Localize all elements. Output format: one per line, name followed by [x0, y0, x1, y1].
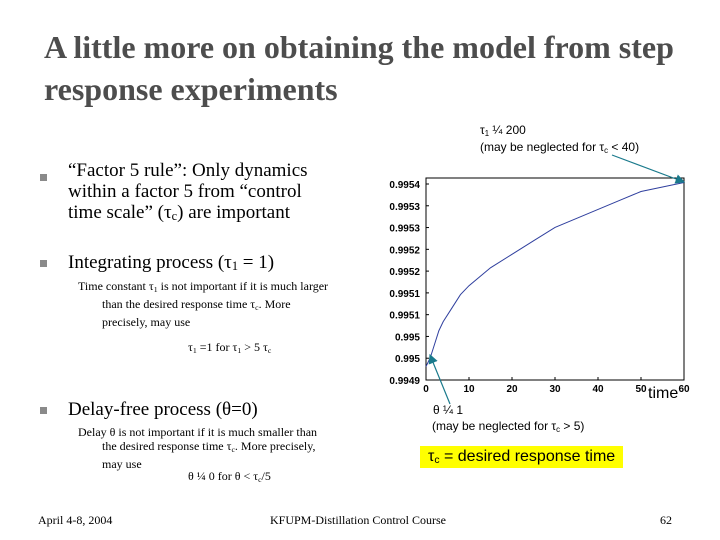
footer-date: April 4-8, 2004 — [38, 513, 113, 527]
step-response-line — [425, 182, 685, 367]
bullet-marker — [40, 260, 47, 267]
page-number: 62 — [660, 513, 672, 527]
y-tick-label: 0.995 — [395, 354, 420, 365]
x-tick-label: 40 — [592, 384, 604, 395]
tauc-highlight: τc = desired response time — [420, 446, 624, 468]
x-tick-label: 20 — [506, 384, 518, 395]
integrating-detail: Time constant τ1 is not important if it … — [78, 279, 329, 329]
y-tick-label: 0.9951 — [389, 311, 420, 322]
y-tick-label: 0.9953 — [389, 224, 420, 235]
theta-annotation: θ ¼ 1 — [433, 403, 464, 417]
time-axis-label: time — [648, 385, 679, 402]
tau1-arrow — [611, 154, 686, 184]
bullet-marker — [40, 174, 47, 181]
bullet-integrating-text: Integrating process (τ1 = 1) — [68, 252, 275, 273]
y-tick-label: 0.9953 — [389, 202, 420, 213]
x-tick-label: 0 — [423, 384, 429, 395]
x-tick-label: 60 — [678, 384, 690, 395]
tau1-note: (may be neglected for τc < 40) — [480, 140, 640, 155]
y-tick-label: 0.9952 — [389, 267, 420, 278]
x-tick-label: 50 — [635, 384, 647, 395]
delay-formula: θ ¼ 0 for θ < τc/5 — [188, 469, 271, 484]
delay-detail: Delay θ is not important if it is much s… — [78, 425, 318, 471]
bullet-delay-free-text: Delay-free process (θ=0) — [68, 399, 258, 420]
theta-arrow — [428, 353, 451, 405]
tau1-annotation: τ1 ¼ 200 — [480, 123, 526, 138]
y-axis-ticks: 0.9954 0.9953 0.9953 0.9952 0.9952 0.9951 0.99… — [389, 180, 429, 387]
x-axis-ticks: 0 10 20 30 40 50 60 — [423, 377, 690, 395]
y-tick-label: 0.9954 — [389, 180, 420, 191]
bullet-marker — [40, 407, 47, 414]
chart-plot-area — [425, 177, 685, 381]
x-tick-label: 30 — [549, 384, 561, 395]
page-title: A little more on obtaining the model fro… — [44, 29, 674, 107]
y-tick-label: 0.995 — [395, 332, 420, 343]
integrating-formula: τ1 =1 for τ1 > 5 τc — [188, 340, 272, 355]
theta-note: (may be neglected for τc > 5) — [432, 419, 585, 434]
x-tick-label: 10 — [463, 384, 475, 395]
bullet-factor5-text: “Factor 5 rule”: Only dynamics within a … — [68, 160, 308, 223]
footer-course: KFUPM-Distillation Control Course — [270, 513, 447, 527]
y-tick-label: 0.9951 — [389, 289, 420, 300]
y-tick-label: 0.9952 — [389, 245, 420, 256]
y-tick-label: 0.9949 — [389, 376, 420, 387]
